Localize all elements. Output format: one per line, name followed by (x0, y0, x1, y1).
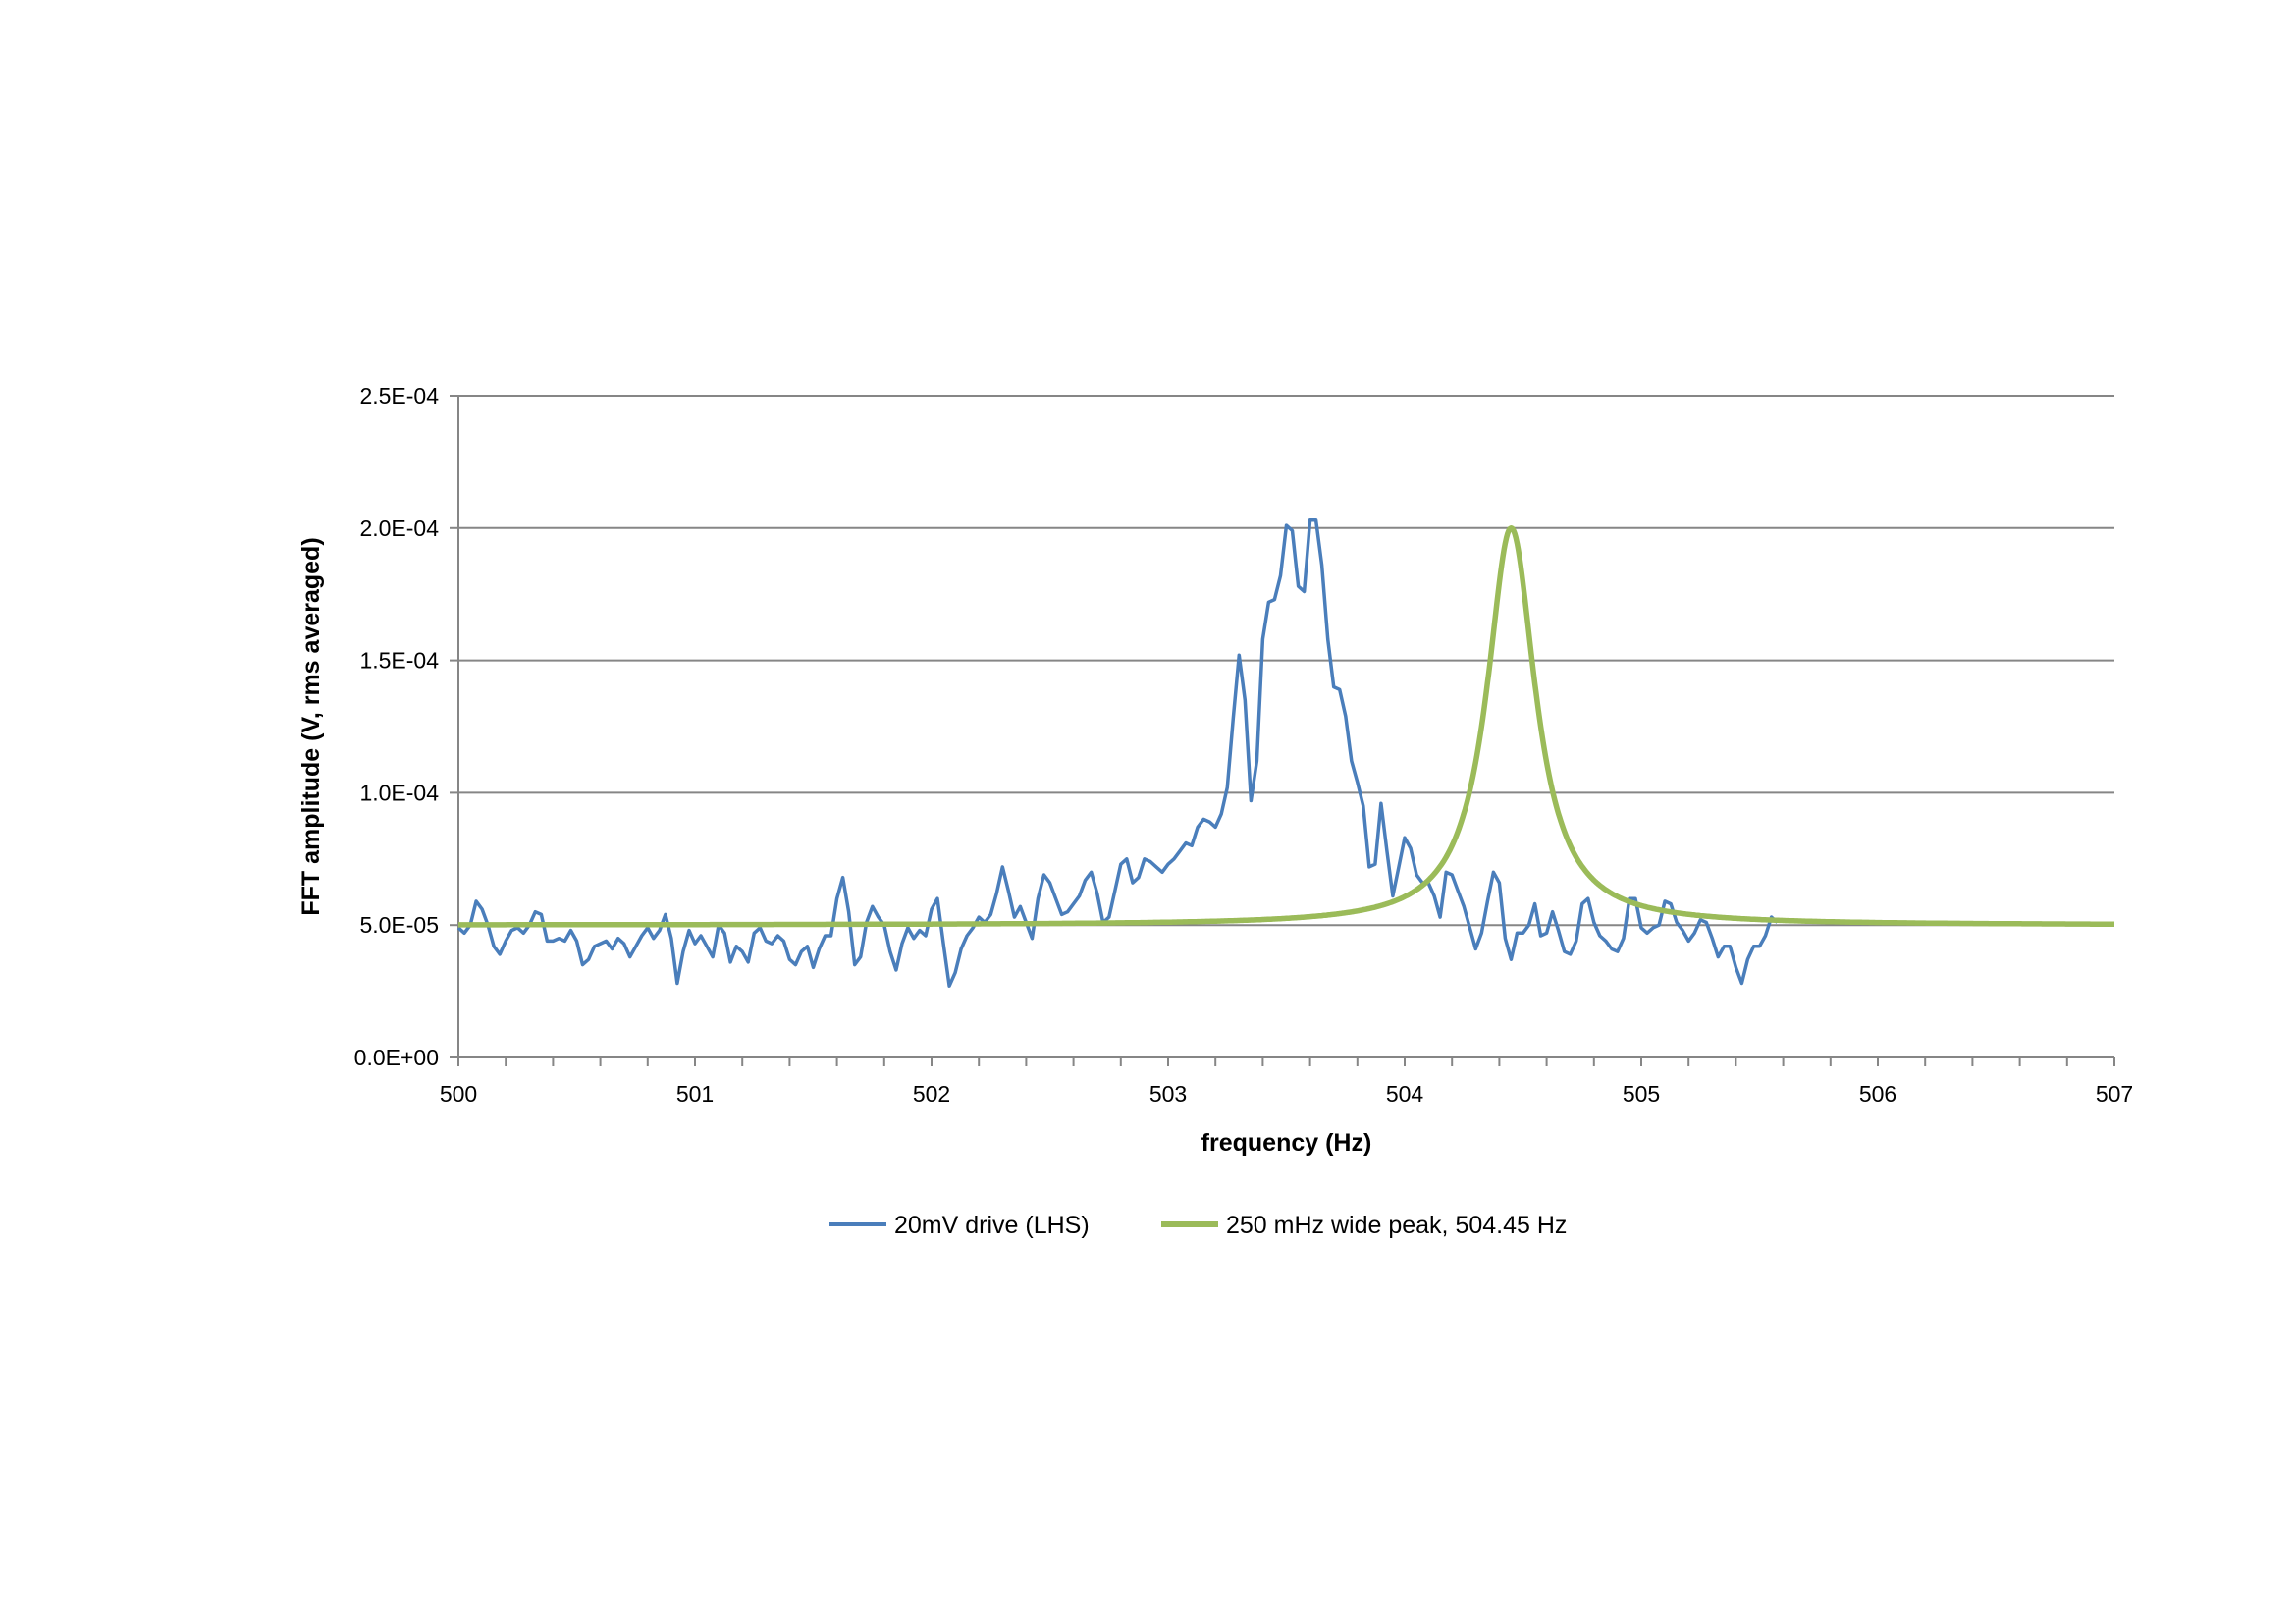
series-line-lorentzian-fit (456, 525, 2116, 928)
y-axis-title: FFT amplitude (V, rms averaged) (297, 537, 325, 915)
x-tick-label: 501 (676, 1081, 714, 1107)
x-tick-label: 507 (2096, 1081, 2133, 1107)
series-lines (456, 517, 2116, 988)
y-tick-label: 0.0E+00 (354, 1045, 439, 1070)
axes (450, 395, 2115, 1066)
x-tick-labels: 500 501 502 503 504 505 506 507 (440, 1081, 2133, 1107)
x-tick-label: 503 (1149, 1081, 1187, 1107)
legend-label-20mv-drive: 20mV drive (LHS) (894, 1212, 1090, 1239)
y-tick-label: 5.0E-05 (359, 912, 439, 938)
x-axis-title: frequency (Hz) (1201, 1129, 1372, 1157)
y-tick-label: 1.5E-04 (359, 648, 439, 674)
x-tick-label: 504 (1386, 1081, 1424, 1107)
x-tick-label: 505 (1623, 1081, 1660, 1107)
legend-label-fit-peak: 250 mHz wide peak, 504.45 Hz (1226, 1212, 1567, 1239)
y-tick-labels: 0.0E+00 5.0E-05 1.0E-04 1.5E-04 2.0E-04 2.5E-… (354, 383, 440, 1070)
y-tick-label: 2.0E-04 (359, 515, 439, 541)
x-tick-label: 502 (913, 1081, 950, 1107)
y-tick-label: 2.5E-04 (359, 383, 439, 408)
legend: 20mV drive (LHS) 250 mHz wide peak, 504.… (829, 1212, 1567, 1239)
x-tick-label: 500 (440, 1081, 477, 1107)
grid-lines (458, 395, 2114, 927)
x-tick-label: 506 (1859, 1081, 1896, 1107)
y-tick-label: 1.0E-04 (359, 780, 439, 805)
series-line-20mv-drive (456, 517, 1779, 988)
